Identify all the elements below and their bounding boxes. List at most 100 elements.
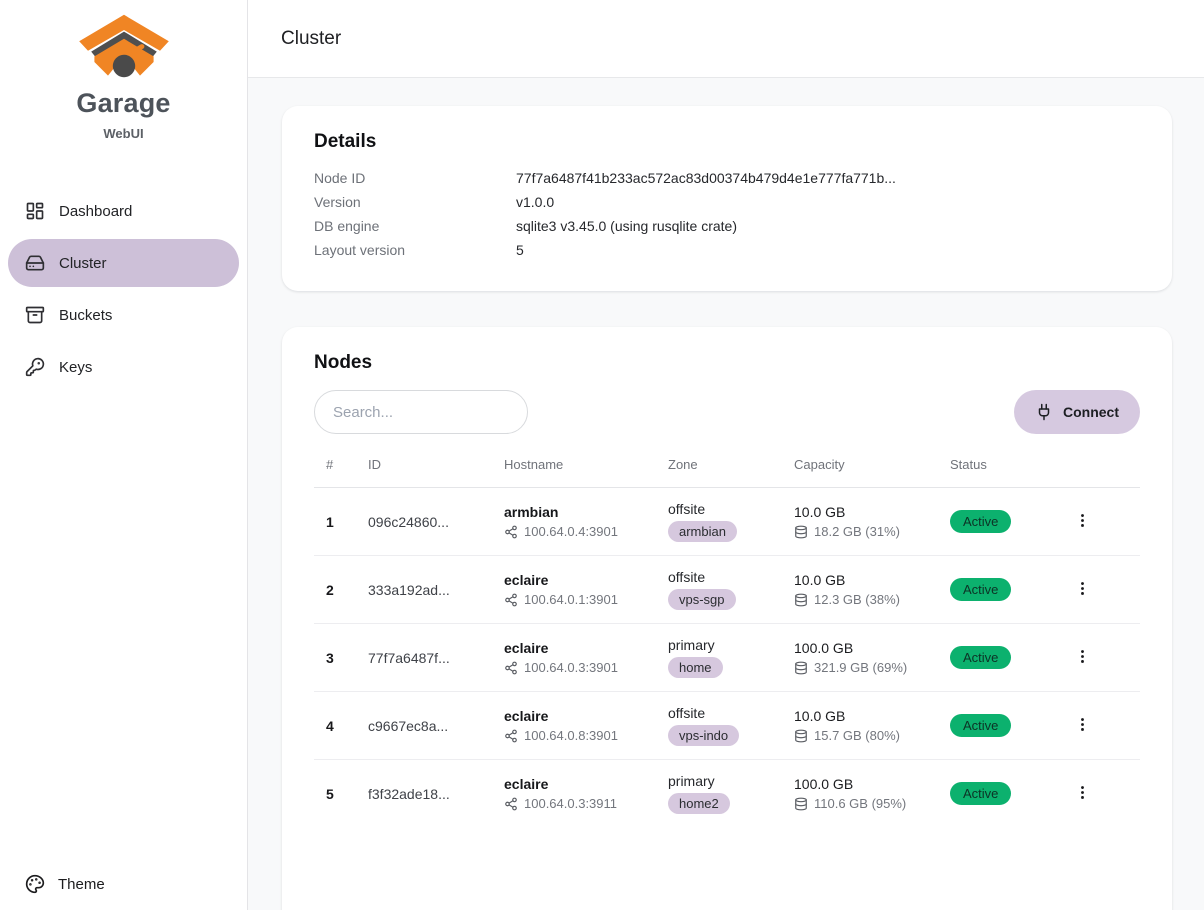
- node-hostname: eclaire: [504, 572, 549, 588]
- zone-tag-badge: armbian: [668, 521, 737, 542]
- theme-button-label: Theme: [58, 875, 105, 893]
- row-actions-menu-button[interactable]: [1070, 713, 1095, 736]
- sidebar-item-dashboard[interactable]: Dashboard: [8, 187, 239, 235]
- kebab-menu-icon: [1081, 650, 1084, 663]
- node-hostname: eclaire: [504, 640, 549, 656]
- node-usage-text: 12.3 GB (38%): [814, 592, 900, 607]
- node-number: 4: [314, 691, 368, 760]
- details-label: DB engine: [314, 218, 380, 234]
- logo-block: Garage WebUI: [0, 0, 247, 141]
- node-hostname: armbian: [504, 504, 559, 520]
- node-address: 100.64.0.3:3901: [504, 660, 660, 675]
- status-badge: Active: [950, 646, 1012, 669]
- search-input[interactable]: [314, 390, 528, 434]
- hard-drive-icon: [25, 255, 45, 271]
- node-hostname: eclaire: [504, 776, 549, 792]
- node-usage: 18.2 GB (31%): [794, 524, 942, 539]
- details-value: 5: [516, 242, 524, 258]
- zone-tag-badge: home: [668, 657, 723, 678]
- node-id: 096c24860...: [368, 487, 504, 556]
- sidebar-item-label: Buckets: [59, 306, 113, 324]
- sidebar-item-label: Keys: [59, 358, 93, 376]
- column-capacity: Capacity: [794, 442, 950, 488]
- node-address: 100.64.0.3:3911: [504, 796, 660, 811]
- node-zone: primary: [668, 773, 715, 789]
- row-actions-menu-button[interactable]: [1070, 645, 1095, 668]
- theme-button[interactable]: Theme: [25, 874, 105, 894]
- column-zone: Zone: [668, 442, 794, 488]
- row-actions-menu-button[interactable]: [1070, 781, 1095, 804]
- node-number: 2: [314, 555, 368, 624]
- share-icon: [505, 729, 517, 742]
- connect-button[interactable]: Connect: [1014, 390, 1140, 434]
- sidebar-item-buckets[interactable]: Buckets: [8, 291, 239, 339]
- sidebar-item-label: Dashboard: [59, 202, 133, 220]
- zone-tag-badge: vps-sgp: [668, 589, 736, 610]
- palette-icon: [25, 874, 45, 894]
- column-number: #: [314, 442, 368, 488]
- nodes-table: # ID Hostname Zone Capacity Status: [314, 442, 1140, 827]
- node-address-text: 100.64.0.3:3911: [524, 796, 618, 811]
- node-address-text: 100.64.0.1:3901: [524, 592, 618, 607]
- share-icon: [505, 593, 517, 606]
- sidebar-item-keys[interactable]: Keys: [8, 343, 239, 391]
- details-value: 77f7a6487f41b233ac572ac83d00374b479d4e1e…: [516, 170, 896, 186]
- app-title: Garage: [76, 88, 171, 118]
- node-address-text: 100.64.0.3:3901: [524, 660, 618, 675]
- column-actions: [1070, 442, 1140, 488]
- node-usage-text: 15.7 GB (80%): [814, 728, 900, 743]
- app-subtitle: WebUI: [103, 126, 144, 141]
- node-capacity: 10.0 GB: [794, 572, 846, 588]
- details-card: Details Node ID 77f7a6487f41b233ac572ac8…: [282, 106, 1172, 291]
- table-row: 2 333a192ad... eclaire 100.64.0.1:3901: [314, 555, 1140, 624]
- node-id: 77f7a6487f...: [368, 623, 504, 692]
- database-icon: [795, 729, 807, 742]
- main-area: Cluster Details Node ID 77f7a6487f41b233…: [248, 0, 1204, 910]
- column-id: ID: [368, 442, 504, 488]
- status-badge: Active: [950, 714, 1012, 737]
- node-id: f3f32ade18...: [368, 785, 450, 802]
- node-address-text: 100.64.0.4:3901: [524, 524, 618, 539]
- details-list: Node ID 77f7a6487f41b233ac572ac83d00374b…: [314, 166, 1140, 262]
- node-usage: 12.3 GB (38%): [794, 592, 942, 607]
- details-title: Details: [314, 131, 377, 152]
- page-title: Cluster: [281, 27, 342, 49]
- node-usage-text: 110.6 GB (95%): [814, 796, 907, 811]
- sidebar-item-label: Cluster: [59, 254, 107, 272]
- column-status: Status: [950, 442, 1070, 488]
- node-zone: offsite: [668, 705, 706, 721]
- table-row: 3 77f7a6487f... eclaire 100.64.0.3:3901: [314, 623, 1140, 692]
- kebab-menu-icon: [1081, 718, 1084, 731]
- sidebar-item-cluster[interactable]: Cluster: [8, 239, 239, 287]
- database-icon: [795, 797, 807, 810]
- details-label: Version: [314, 194, 361, 210]
- node-usage-text: 18.2 GB (31%): [814, 524, 900, 539]
- zone-tag-badge: vps-indo: [668, 725, 740, 746]
- row-actions-menu-button[interactable]: [1070, 509, 1095, 532]
- node-address: 100.64.0.4:3901: [504, 524, 660, 539]
- database-icon: [795, 593, 807, 606]
- row-actions-menu-button[interactable]: [1070, 577, 1095, 600]
- details-row: Layout version 5: [314, 238, 1140, 262]
- status-badge: Active: [950, 782, 1012, 805]
- kebab-menu-icon: [1081, 582, 1084, 595]
- table-row: 1 096c24860... armbian 100.64.0.4:3901: [314, 487, 1140, 556]
- table-row: 4 c9667ec8a... eclaire 100.64.0.8:3901: [314, 691, 1140, 760]
- node-usage: 321.9 GB (69%): [794, 660, 942, 675]
- node-capacity: 10.0 GB: [794, 504, 846, 520]
- details-label: Layout version: [314, 242, 406, 258]
- status-badge: Active: [950, 578, 1012, 601]
- database-icon: [795, 525, 807, 538]
- zone-tag-badge: home2: [668, 793, 730, 814]
- node-address: 100.64.0.1:3901: [504, 592, 660, 607]
- node-capacity: 100.0 GB: [794, 776, 854, 792]
- page-content: Details Node ID 77f7a6487f41b233ac572ac8…: [248, 78, 1204, 910]
- status-badge: Active: [950, 510, 1012, 533]
- details-row: Version v1.0.0: [314, 190, 1140, 214]
- database-icon: [795, 661, 807, 674]
- details-row: DB engine sqlite3 v3.45.0 (using rusqlit…: [314, 214, 1140, 238]
- share-icon: [505, 661, 517, 674]
- details-row: Node ID 77f7a6487f41b233ac572ac83d00374b…: [314, 166, 1140, 190]
- details-label: Node ID: [314, 170, 366, 186]
